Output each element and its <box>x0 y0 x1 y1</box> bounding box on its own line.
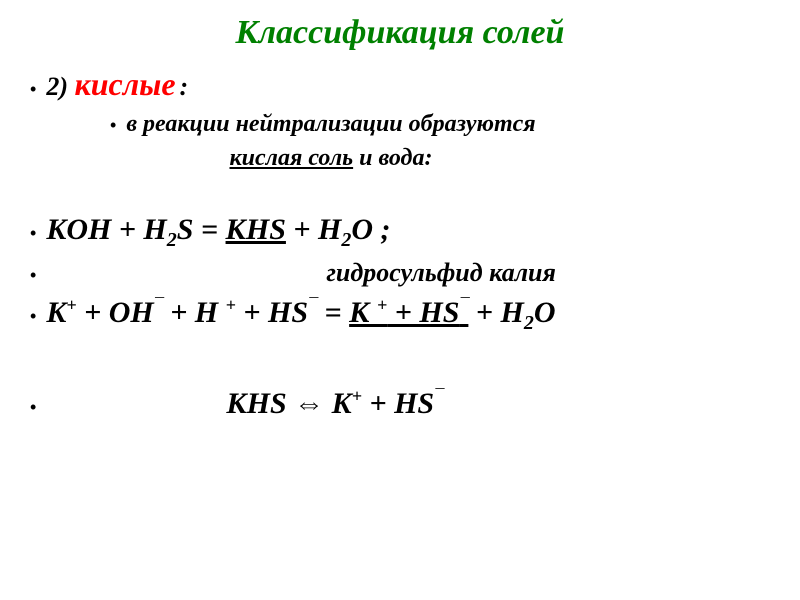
eq3-asup: + <box>352 386 362 406</box>
intro-underlined: кислая соль <box>230 145 354 171</box>
caption-value: гидросульфид калия <box>326 258 556 287</box>
spacer <box>30 341 770 365</box>
intro-text: в реакции нейтрализации образуются кисла… <box>126 107 535 177</box>
eq2-e: = <box>317 296 349 329</box>
slide-root: Классификация солей • 2) кислые : • в ре… <box>0 0 800 600</box>
eq2-text: K+ + OH¯ + H + + HS¯ = К + + HS¯ + H2O <box>46 292 555 337</box>
bullet-icon: • <box>30 222 36 245</box>
bullet-icon: • <box>30 264 36 287</box>
line1-content: 2) кислые : <box>46 66 188 103</box>
bullet-icon: • <box>30 305 36 328</box>
bullet-icon: • <box>30 78 36 101</box>
eq1-b: S = <box>177 213 226 246</box>
eq1-asub: 2 <box>167 229 177 251</box>
eq2-csup: + <box>226 295 236 315</box>
eq2-d: + HS <box>236 296 308 329</box>
eq3-a: КHS ⇔ K <box>226 387 351 420</box>
intro-line-2: кислая соль и вода: <box>126 143 535 173</box>
intro-block: • в реакции нейтрализации образуются кис… <box>110 107 770 177</box>
spacer <box>30 181 770 205</box>
eq3-bsup: ¯ <box>434 386 443 406</box>
eq2-asup: + <box>66 295 76 315</box>
eq1-text: KOH + H2S = КHS + H2O ; <box>46 209 390 254</box>
eq2-b: + OH <box>77 296 154 329</box>
line1-suffix: : <box>180 72 189 101</box>
intro-rest: и вода: <box>353 145 432 171</box>
caption-line: • гидросульфид калия <box>30 258 770 288</box>
line1-keyword: кислые <box>74 66 175 102</box>
eq1-csub: 2 <box>341 229 351 251</box>
eq3-b: + HS <box>362 387 434 420</box>
spacer <box>30 365 770 379</box>
eq2-c: + H <box>163 296 226 329</box>
line1-prefix: 2) <box>46 72 74 101</box>
eq2-bsup: ¯ <box>154 295 163 315</box>
eq1-product: КHS <box>226 213 286 246</box>
eq2-p1sup: + <box>377 295 387 315</box>
bullet-icon: • <box>110 114 116 137</box>
eq2-product: К + + HS¯ <box>349 296 468 329</box>
eq1-a: KOH + H <box>46 213 166 246</box>
eq2-p1: К <box>349 296 377 329</box>
eq3-text: КHS ⇔ K+ + HS¯ <box>46 383 770 425</box>
equation-3: • КHS ⇔ K+ + HS¯ <box>30 383 770 425</box>
caption-text: гидросульфид калия <box>46 258 556 288</box>
eq2-dsup: ¯ <box>308 295 317 315</box>
eq1-c: + H <box>286 213 341 246</box>
bullet-line-1: • 2) кислые : <box>30 66 770 103</box>
eq1-d: O ; <box>351 213 390 246</box>
eq2-a: K <box>46 296 66 329</box>
eq2-p1b: + HS <box>387 296 459 329</box>
intro-line-1: в реакции нейтрализации образуются <box>126 109 535 139</box>
eq2-tail2: O <box>534 296 556 329</box>
equation-1: • KOH + H2S = КHS + H2O ; <box>30 209 770 254</box>
eq2-tail: + H <box>468 296 523 329</box>
slide-title: Классификация солей <box>30 14 770 52</box>
eq2-tailsub: 2 <box>524 312 534 334</box>
bullet-icon: • <box>30 396 36 419</box>
equation-2: • K+ + OH¯ + H + + HS¯ = К + + HS¯ + H2O <box>30 292 770 337</box>
